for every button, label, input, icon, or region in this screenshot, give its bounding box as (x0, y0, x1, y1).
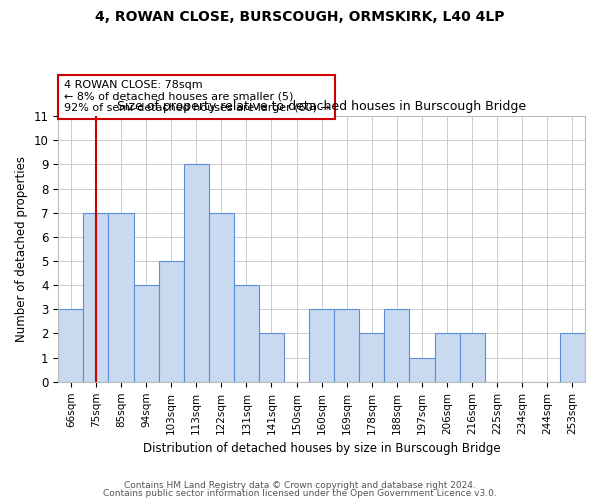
Bar (385, 310, 409, 382)
Y-axis label: Number of detached properties: Number of detached properties (15, 156, 28, 342)
Text: Contains HM Land Registry data © Crown copyright and database right 2024.: Contains HM Land Registry data © Crown c… (124, 481, 476, 490)
Bar (259, 334, 284, 382)
Bar (158, 261, 184, 382)
Bar (359, 334, 385, 382)
Bar (334, 310, 359, 382)
Bar (58, 310, 83, 382)
Bar (134, 285, 158, 382)
Bar (409, 358, 434, 382)
Bar (434, 334, 460, 382)
Bar (309, 310, 334, 382)
Bar (209, 212, 234, 382)
Bar (184, 164, 209, 382)
Text: Contains public sector information licensed under the Open Government Licence v3: Contains public sector information licen… (103, 488, 497, 498)
Bar (234, 285, 259, 382)
Bar (83, 212, 109, 382)
Text: 4, ROWAN CLOSE, BURSCOUGH, ORMSKIRK, L40 4LP: 4, ROWAN CLOSE, BURSCOUGH, ORMSKIRK, L40… (95, 10, 505, 24)
Bar (560, 334, 585, 382)
Bar (109, 212, 134, 382)
Title: Size of property relative to detached houses in Burscough Bridge: Size of property relative to detached ho… (117, 100, 526, 114)
Text: 4 ROWAN CLOSE: 78sqm
← 8% of detached houses are smaller (5)
92% of semi-detache: 4 ROWAN CLOSE: 78sqm ← 8% of detached ho… (64, 80, 329, 114)
Bar (460, 334, 485, 382)
X-axis label: Distribution of detached houses by size in Burscough Bridge: Distribution of detached houses by size … (143, 442, 500, 455)
